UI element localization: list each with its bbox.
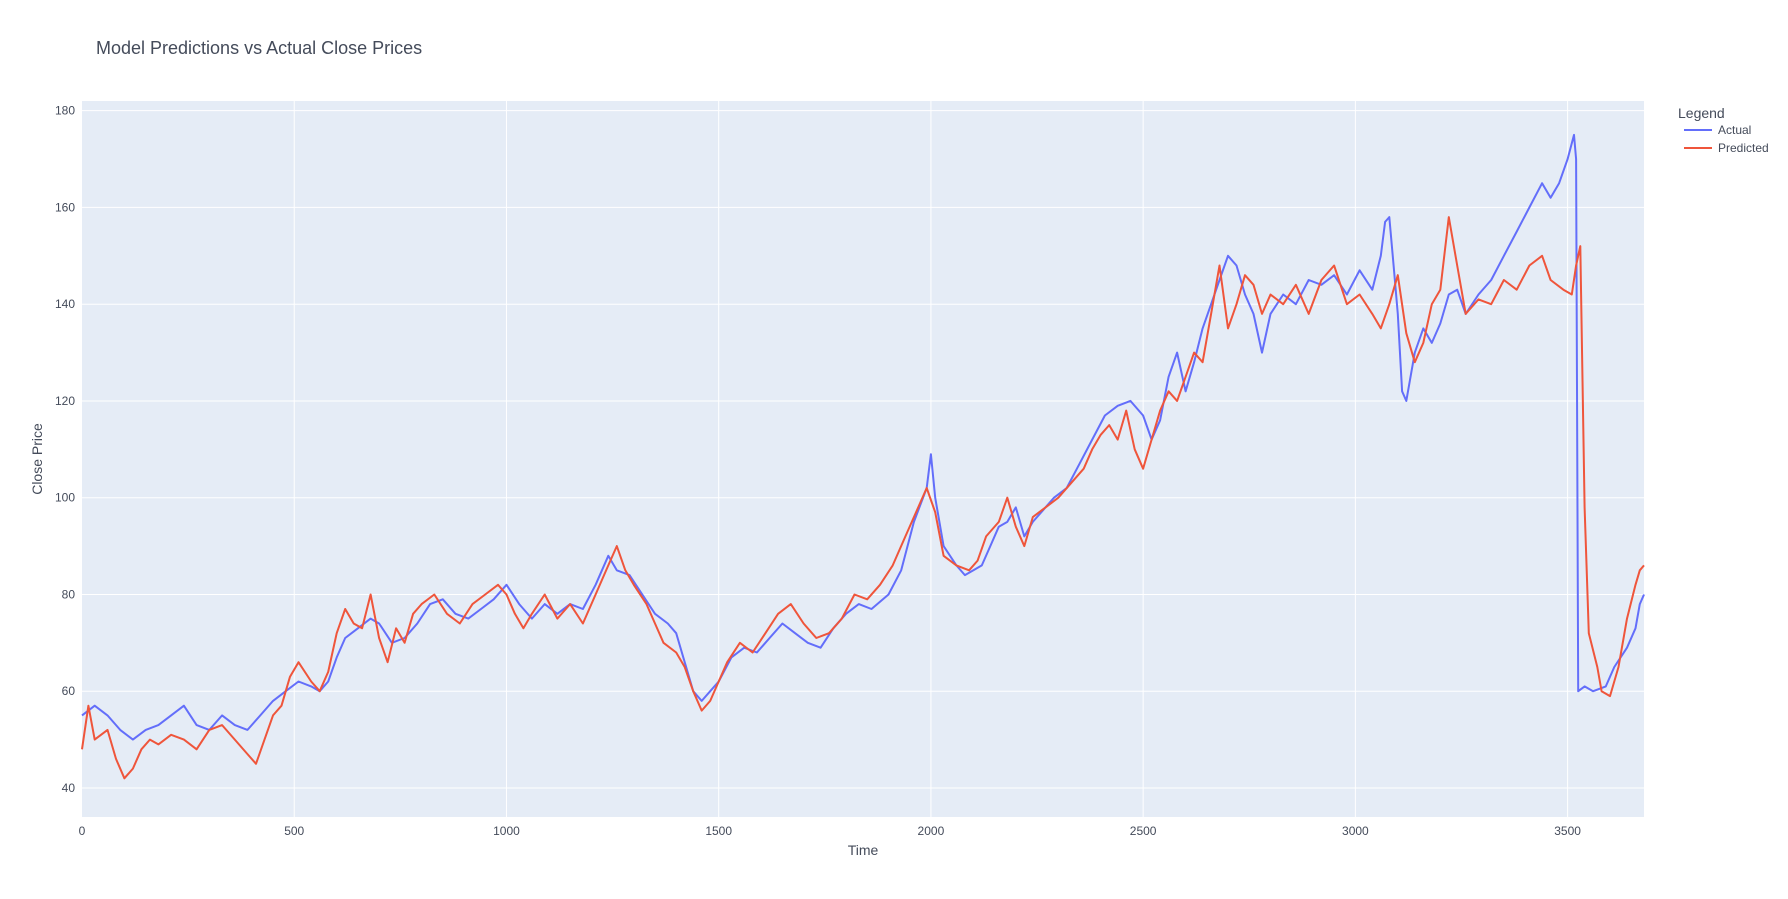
y-tick-label: 160 bbox=[55, 200, 75, 214]
x-tick-label: 1500 bbox=[705, 824, 732, 838]
legend-item-predicted[interactable]: Predicted bbox=[1684, 141, 1769, 155]
legend-label: Actual bbox=[1718, 123, 1751, 137]
plot-area bbox=[82, 101, 1644, 817]
legend-item-actual[interactable]: Actual bbox=[1684, 123, 1751, 137]
x-tick-label: 1000 bbox=[493, 824, 520, 838]
y-tick-label: 80 bbox=[62, 587, 76, 601]
chart-title: Model Predictions vs Actual Close Prices bbox=[96, 38, 422, 58]
y-tick-label: 140 bbox=[55, 297, 75, 311]
y-tick-label: 180 bbox=[55, 104, 75, 118]
legend-title: Legend bbox=[1678, 105, 1725, 121]
legend[interactable]: Legend Actual Predicted bbox=[1678, 105, 1769, 155]
grid-lines bbox=[82, 101, 1644, 817]
series-lines bbox=[81, 133, 1645, 780]
x-tick-label: 2000 bbox=[918, 824, 945, 838]
y-tick-label: 120 bbox=[55, 394, 75, 408]
y-tick-label: 40 bbox=[62, 781, 76, 795]
x-tick-label: 3000 bbox=[1342, 824, 1369, 838]
y-tick-label: 100 bbox=[55, 491, 75, 505]
x-tick-label: 2500 bbox=[1130, 824, 1157, 838]
series-line-actual[interactable] bbox=[81, 133, 1645, 741]
y-tick-label: 60 bbox=[62, 684, 76, 698]
x-axis-title: Time bbox=[848, 842, 879, 858]
axis-ticks: 40 60 80 100 120 140 160 180 0 500 1000 1500 2000 250… bbox=[55, 104, 1581, 838]
y-axis-title: Close Price bbox=[29, 423, 45, 495]
x-tick-label: 3500 bbox=[1554, 824, 1581, 838]
series-line-predicted[interactable] bbox=[81, 216, 1645, 780]
legend-label: Predicted bbox=[1718, 141, 1769, 155]
x-tick-label: 500 bbox=[284, 824, 304, 838]
x-tick-label: 0 bbox=[79, 824, 86, 838]
